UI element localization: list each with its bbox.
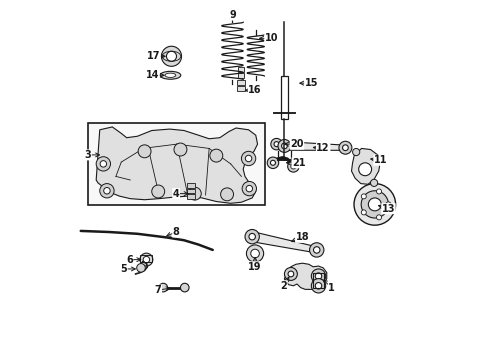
Circle shape: [353, 148, 360, 156]
Text: 2: 2: [280, 281, 287, 291]
Text: 3: 3: [85, 150, 91, 160]
Circle shape: [376, 215, 382, 220]
Circle shape: [246, 245, 264, 262]
Circle shape: [180, 283, 189, 292]
Circle shape: [288, 161, 299, 172]
Circle shape: [138, 145, 151, 158]
Circle shape: [274, 141, 279, 147]
Text: 13: 13: [382, 204, 395, 214]
Text: 9: 9: [229, 10, 236, 20]
Circle shape: [137, 264, 146, 272]
Bar: [140, 255, 152, 262]
Circle shape: [370, 179, 378, 186]
Polygon shape: [251, 232, 318, 253]
Circle shape: [188, 187, 201, 200]
Text: 10: 10: [265, 33, 278, 43]
Circle shape: [278, 139, 291, 152]
Circle shape: [174, 143, 187, 156]
Text: 14: 14: [146, 70, 159, 80]
Text: 20: 20: [290, 139, 304, 149]
Circle shape: [271, 138, 282, 150]
Circle shape: [220, 188, 234, 201]
Circle shape: [100, 161, 107, 167]
Circle shape: [251, 249, 259, 258]
Text: 8: 8: [172, 227, 179, 237]
Circle shape: [386, 202, 391, 207]
Circle shape: [359, 163, 371, 176]
Circle shape: [343, 145, 348, 150]
Ellipse shape: [160, 71, 181, 79]
Circle shape: [96, 157, 111, 171]
Circle shape: [361, 194, 367, 199]
Text: 19: 19: [248, 262, 262, 272]
Bar: [187, 194, 195, 199]
Circle shape: [282, 143, 287, 149]
Text: 11: 11: [374, 155, 387, 165]
Circle shape: [311, 279, 326, 293]
Bar: [281, 76, 288, 119]
Circle shape: [104, 188, 110, 194]
Text: 15: 15: [305, 78, 318, 88]
Circle shape: [242, 181, 256, 196]
Circle shape: [339, 141, 352, 154]
Circle shape: [246, 185, 252, 192]
Circle shape: [242, 151, 256, 166]
Circle shape: [291, 164, 296, 169]
Polygon shape: [285, 263, 327, 289]
Bar: [187, 189, 195, 193]
Bar: [88, 123, 266, 205]
Circle shape: [368, 198, 381, 211]
Circle shape: [267, 157, 279, 168]
Text: 21: 21: [292, 158, 306, 168]
Circle shape: [245, 229, 259, 244]
Circle shape: [249, 233, 255, 240]
Text: 17: 17: [147, 51, 160, 61]
Text: 4: 4: [173, 189, 179, 199]
Circle shape: [161, 46, 181, 66]
Text: 18: 18: [295, 232, 309, 242]
Circle shape: [140, 253, 153, 266]
Text: 7: 7: [155, 285, 162, 295]
Circle shape: [143, 256, 149, 263]
Circle shape: [100, 184, 114, 198]
Text: 5: 5: [121, 264, 127, 274]
Circle shape: [361, 210, 367, 215]
Circle shape: [159, 283, 168, 292]
Circle shape: [285, 267, 297, 280]
Circle shape: [314, 247, 320, 253]
Text: 6: 6: [126, 255, 133, 265]
Bar: [238, 80, 245, 85]
Circle shape: [315, 273, 322, 279]
Circle shape: [315, 283, 322, 289]
Bar: [238, 73, 245, 78]
Bar: [238, 67, 244, 72]
Circle shape: [167, 51, 176, 61]
Circle shape: [210, 149, 223, 162]
Text: 1: 1: [328, 283, 335, 293]
Circle shape: [270, 160, 275, 165]
Circle shape: [311, 269, 326, 283]
Ellipse shape: [165, 73, 176, 77]
Circle shape: [361, 191, 389, 218]
Text: 16: 16: [248, 85, 262, 95]
Text: 12: 12: [317, 143, 330, 153]
Circle shape: [376, 189, 382, 194]
Polygon shape: [96, 127, 258, 203]
Circle shape: [245, 155, 252, 162]
Bar: [313, 273, 324, 288]
Polygon shape: [351, 148, 380, 184]
Polygon shape: [284, 141, 345, 150]
Bar: [187, 183, 195, 188]
Circle shape: [288, 271, 294, 277]
Circle shape: [354, 184, 395, 225]
Circle shape: [310, 243, 324, 257]
Circle shape: [152, 185, 165, 198]
Bar: [237, 86, 245, 91]
